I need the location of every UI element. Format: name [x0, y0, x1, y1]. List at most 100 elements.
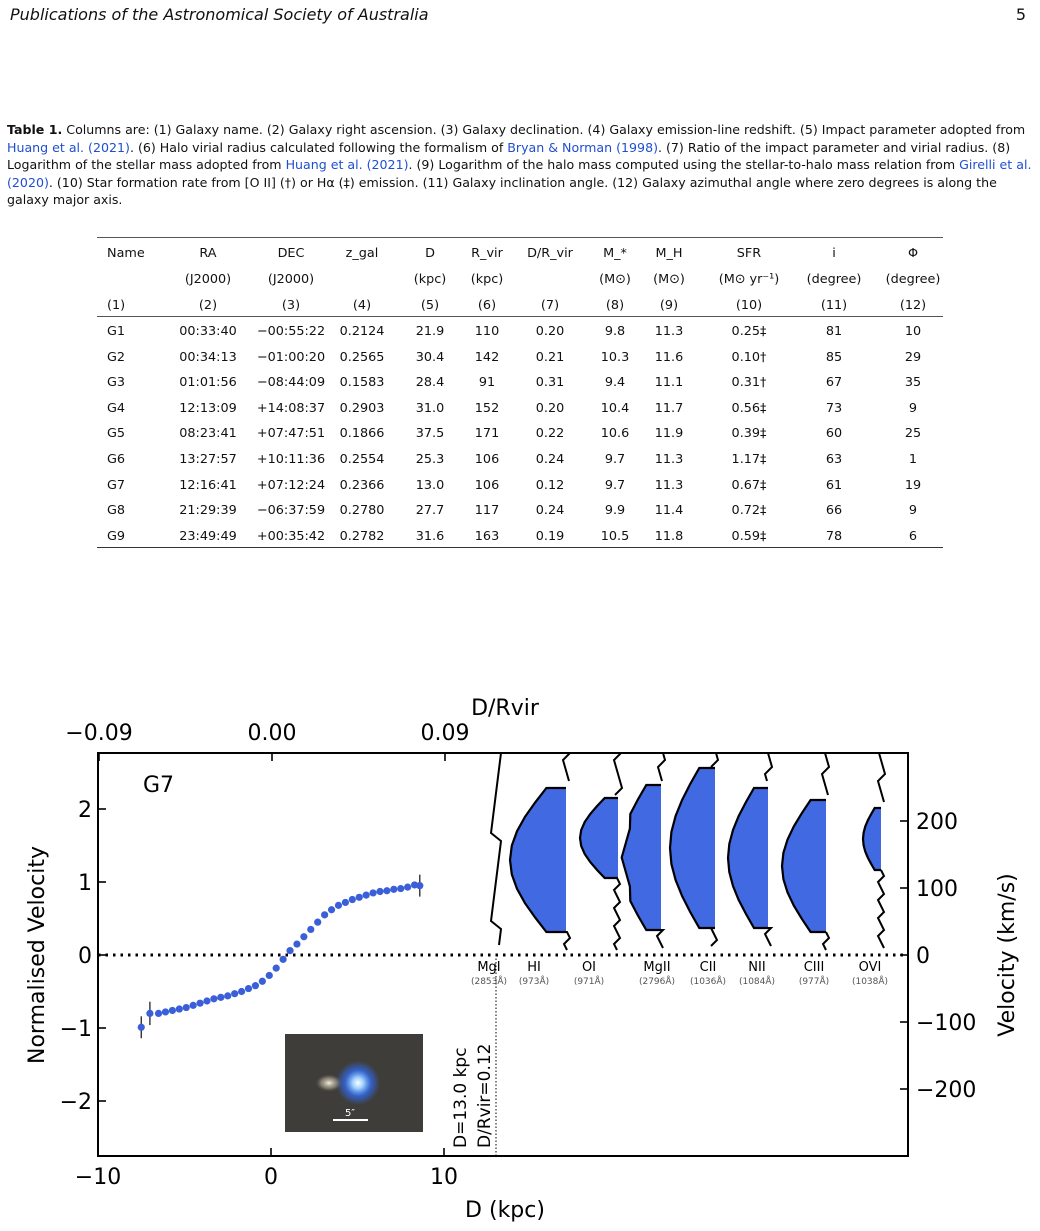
y-axis-label: Normalised Velocity [25, 846, 50, 1064]
continuum-bottom [763, 927, 774, 947]
table-cell: 152 [474, 400, 500, 416]
caption-ref-huang[interactable]: Huang et al. (2021) [7, 139, 130, 155]
top-tick-label: 0.00 [248, 721, 297, 746]
continuum-top [561, 752, 573, 782]
table-cell: 6 [908, 528, 918, 544]
table-row: G8 21:29:39 −06:37:59 0.2780 27.7 117 0.24 9.9 1… [97, 503, 943, 525]
table-cell: Φ [907, 246, 919, 261]
table-cell: 67 [825, 375, 843, 391]
table-cell: 00:33:40 [179, 324, 237, 339]
table-cell: 0.12 [535, 477, 565, 493]
absorption-fill [670, 768, 715, 928]
absorption-fill [580, 798, 618, 878]
table-cell: 60 [825, 426, 843, 442]
table-cell: 0.19 [535, 528, 565, 544]
table-cell: (degree) [806, 272, 862, 287]
table-cell: (11) [820, 298, 848, 313]
table-cell: 117 [474, 503, 500, 519]
table-cell: 0.25‡ [731, 324, 767, 339]
table-cell: 1.17‡ [731, 452, 767, 467]
rotation-curve-point [327, 906, 336, 914]
rotation-curve-point [182, 1003, 190, 1012]
table-cell: (12) [899, 298, 927, 313]
table-cell: 0.2366 [339, 477, 385, 493]
ion-wavelength: (1036Å) [690, 975, 726, 987]
table-cell: 25.3 [415, 452, 445, 467]
ion-wavelength: (1038Å) [852, 975, 888, 987]
ion-wavelength: (2796Å) [639, 975, 675, 987]
caption-ref-huang-2[interactable]: Huang et al. (2021) [285, 157, 409, 172]
table-cell: 28.4 [415, 375, 445, 391]
right-tick-label: 0 [916, 944, 930, 969]
table-cell: 11.9 [654, 426, 684, 442]
table-cell: 106 [474, 452, 500, 467]
table-cell: (7) [540, 298, 560, 313]
rotation-curve-point [307, 925, 315, 934]
absorption-outline [780, 798, 826, 934]
table-cell: 27.7 [415, 503, 445, 519]
table-cell: (1) [107, 298, 126, 313]
top-axis-label: D/Rvir [471, 696, 540, 721]
table-cell: 0.1866 [339, 426, 385, 442]
table-cell: (J2000) [184, 272, 232, 287]
rotation-curve-point [334, 901, 343, 909]
table-cell: +07:12:24 [256, 477, 326, 493]
table-cell: (4) [352, 298, 372, 313]
table-cell: 10.5 [600, 528, 630, 544]
caption-text-3: . (7) Ratio of the impact parameter and … [7, 139, 1011, 173]
ion-wavelength: (1084Å) [739, 975, 775, 987]
caption-ref-girelli[interactable]: Girelli et al. (2020) [7, 157, 1032, 190]
rotation-curve-point [369, 889, 377, 897]
absorption-outline [726, 786, 768, 930]
table-row: G1 00:33:40 −00:55:22 0.2124 21.9 110 0.20 9.8 1… [97, 324, 943, 346]
table-cell: 0.22 [535, 426, 565, 442]
table-cell: M_* [603, 246, 627, 261]
continuum-bottom [876, 869, 886, 949]
table-cell: G1 [107, 324, 126, 339]
table-row: G5 08:23:41 +07:47:51 0.1866 37.5 171 0.22 10.6… [97, 426, 943, 448]
table-cell: 85 [825, 349, 843, 365]
continuum-top [763, 752, 774, 782]
table-cell: 13:27:57 [179, 452, 237, 467]
rotation-curve-point [154, 1009, 163, 1017]
rotation-curve-point [286, 947, 294, 955]
figure-canvas: −10 0 10D (kpc)−0.09 0.00 0.09D/Rvir−2−1012N… [25, 696, 1020, 1223]
table-cell: 0.24 [535, 452, 565, 467]
rotation-curve-point [237, 987, 246, 996]
page-number: 5 [1015, 5, 1026, 24]
continuum-top [710, 752, 720, 768]
ion-label: OVI [859, 960, 882, 975]
absorption-fill [510, 788, 566, 932]
table-cell: z_gal [345, 246, 379, 261]
table-cell: 0.2554 [339, 452, 385, 467]
caption-text-2: . (6) Halo virial radius calculated foll… [129, 139, 508, 155]
right-tick-label: 200 [916, 810, 958, 835]
x-tick-label: 0 [264, 1165, 278, 1190]
table-cell: (kpc) [413, 272, 447, 287]
absorption-outline [861, 806, 881, 872]
table-row: G6 13:27:57 +10:11:36 0.2554 25.3 106 0.24 9.7 1… [97, 452, 943, 474]
rotation-curve-point [251, 982, 260, 990]
table-cell: (M⊙) [599, 272, 631, 287]
rotation-curve-point [272, 964, 280, 972]
table-cell: (3) [281, 298, 301, 313]
table-cell: 0.31 [535, 375, 565, 391]
right-axis-label: Velocity (km/s) [995, 873, 1020, 1037]
table-cell: 11.3 [654, 452, 684, 467]
table-cell: G3 [107, 375, 126, 391]
rotation-curve-point [314, 918, 322, 926]
table-cell: DEC [277, 246, 305, 261]
table-cell: D [425, 246, 435, 261]
rotation-curve-point [189, 1001, 197, 1009]
table-cell: 0.67‡ [731, 477, 767, 493]
table-row: G9 23:49:49 +00:35:42 0.2782 31.6 163 0.19 10.5… [97, 529, 943, 551]
table-caption: Table 1. Columns are: (1) Galaxy name. (… [7, 121, 1035, 209]
table-top-rule [97, 237, 943, 238]
table-cell: (kpc) [470, 272, 504, 287]
rotation-curve-point [137, 1023, 145, 1031]
table-cell: 0.2124 [339, 324, 385, 339]
caption-ref-bryan[interactable]: Bryan & Norman (1998) [507, 139, 658, 155]
table-cell: 08:23:41 [179, 426, 237, 442]
table-cell: 0.72‡ [731, 503, 767, 519]
ion-wavelength: (2853Å) [471, 975, 507, 987]
